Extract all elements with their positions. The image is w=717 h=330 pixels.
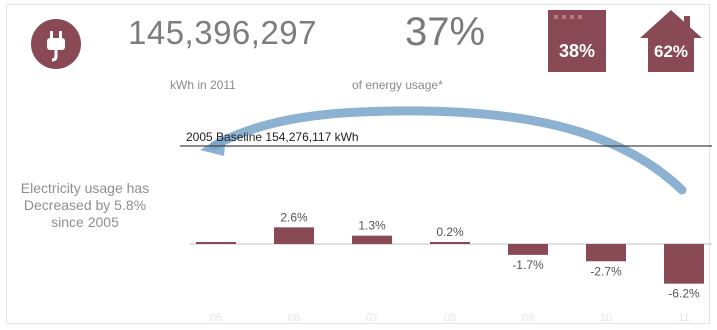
bar-05 bbox=[196, 242, 236, 244]
value-label-08: 0.2% bbox=[436, 225, 464, 239]
value-label-07: 1.3% bbox=[358, 219, 386, 233]
bar-11 bbox=[664, 244, 704, 284]
house-icon: 62% bbox=[638, 8, 704, 74]
bar-06 bbox=[274, 227, 314, 244]
plug-icon bbox=[31, 19, 81, 69]
total-kwh-caption: kWh in 2011 bbox=[170, 78, 236, 92]
residential-share: 62% bbox=[653, 42, 689, 61]
total-kwh: 145,396,297 bbox=[128, 14, 318, 51]
x-tick-08: 08 bbox=[444, 312, 456, 324]
trend-arrow-icon bbox=[209, 106, 687, 195]
x-tick-11: 11 bbox=[678, 312, 689, 324]
value-label-09: -1.7% bbox=[512, 258, 544, 272]
x-tick-07: 07 bbox=[366, 312, 378, 324]
baseline-label: 2005 Baseline 154,276,117 kWh bbox=[186, 130, 359, 144]
energy-share: 37% bbox=[405, 10, 486, 54]
x-tick-09: 09 bbox=[522, 312, 534, 324]
x-tick-06: 06 bbox=[288, 312, 300, 324]
trend-arrowhead-icon bbox=[200, 134, 226, 156]
x-tick-05: 05 bbox=[210, 312, 222, 324]
value-label-11: -6.2% bbox=[668, 287, 700, 301]
bar-08 bbox=[430, 242, 470, 244]
building-icon: 38% bbox=[548, 10, 606, 72]
bar-07 bbox=[352, 235, 392, 244]
building-share: 38% bbox=[558, 41, 596, 61]
bar-09 bbox=[508, 244, 548, 255]
value-label-10: -2.7% bbox=[590, 264, 622, 278]
bar-10 bbox=[586, 244, 626, 262]
chart-frame bbox=[6, 4, 710, 324]
x-tick-10: 10 bbox=[600, 312, 612, 324]
value-label-06: 2.6% bbox=[280, 210, 308, 224]
energy-share-caption: of energy usage* bbox=[352, 78, 443, 92]
side-note: Electricity usage has Decreased by 5.8% … bbox=[20, 180, 150, 230]
